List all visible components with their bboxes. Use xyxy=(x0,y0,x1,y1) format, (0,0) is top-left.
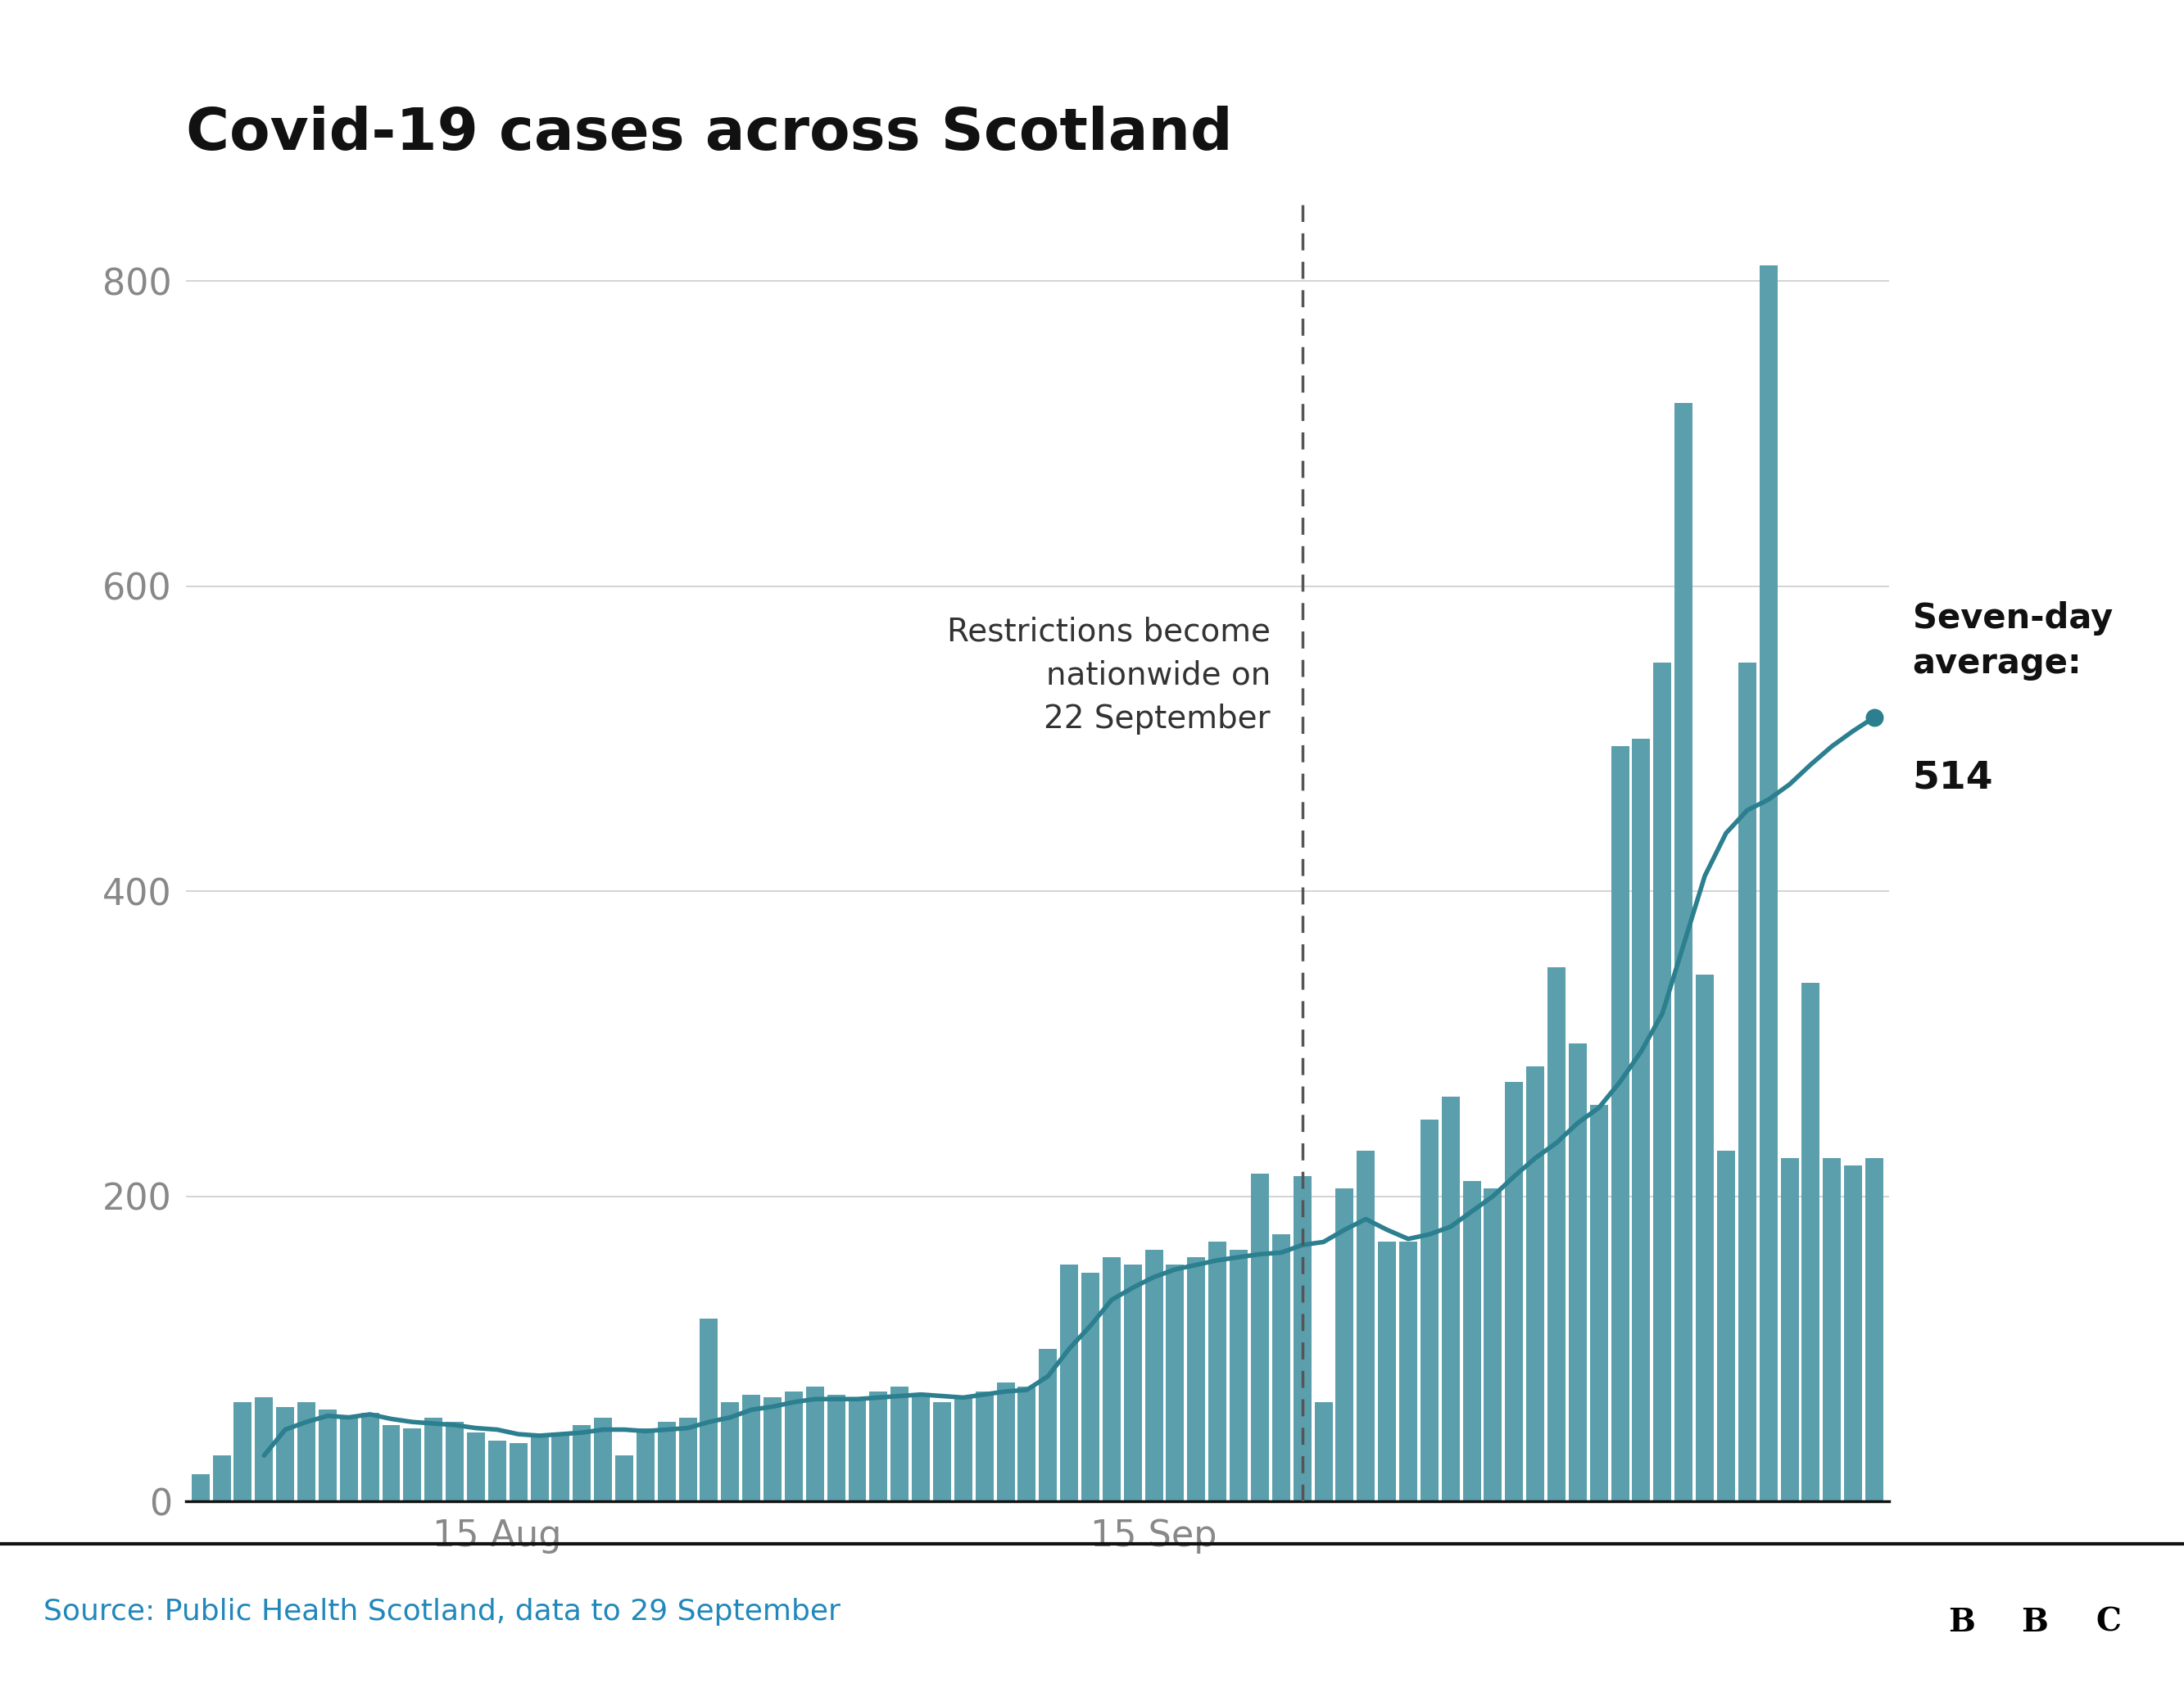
Bar xyxy=(1315,1402,1332,1501)
Bar xyxy=(743,1394,760,1501)
Bar xyxy=(913,1394,930,1501)
Bar xyxy=(360,1413,380,1501)
Text: Restrictions become
nationwide on
22 September: Restrictions become nationwide on 22 Sep… xyxy=(948,616,1271,735)
Bar xyxy=(1356,1150,1374,1501)
Bar xyxy=(1631,739,1651,1501)
Bar xyxy=(1568,1044,1588,1501)
Bar xyxy=(806,1387,823,1501)
Text: B: B xyxy=(1948,1607,1974,1638)
Bar xyxy=(1824,1158,1841,1501)
Bar xyxy=(572,1425,592,1501)
Bar xyxy=(1527,1066,1544,1501)
Bar xyxy=(1653,662,1671,1501)
Bar xyxy=(1271,1235,1291,1501)
Bar xyxy=(212,1455,232,1501)
Bar xyxy=(847,1397,867,1501)
Bar xyxy=(487,1440,507,1501)
Text: C: C xyxy=(2094,1607,2121,1638)
Bar xyxy=(954,1397,972,1501)
Bar xyxy=(1717,1150,1734,1501)
Text: Seven-day
average:: Seven-day average: xyxy=(1913,601,2112,681)
Bar xyxy=(1548,967,1566,1501)
Bar xyxy=(234,1402,251,1501)
Bar xyxy=(275,1407,295,1501)
Bar xyxy=(1802,983,1819,1501)
Bar xyxy=(594,1418,612,1501)
Bar xyxy=(1738,662,1756,1501)
Bar xyxy=(1675,403,1693,1501)
Bar xyxy=(996,1382,1016,1501)
Bar xyxy=(1590,1105,1607,1501)
Bar xyxy=(1760,266,1778,1501)
Bar xyxy=(933,1402,950,1501)
Bar xyxy=(1420,1119,1439,1501)
Bar xyxy=(764,1397,782,1501)
Bar xyxy=(1040,1349,1057,1501)
Bar xyxy=(636,1428,655,1501)
Bar xyxy=(1865,1158,1883,1501)
Bar xyxy=(1059,1264,1079,1501)
Bar xyxy=(467,1433,485,1501)
Bar xyxy=(1188,1257,1206,1501)
Bar xyxy=(1505,1082,1522,1501)
Bar xyxy=(1230,1249,1247,1501)
Bar xyxy=(1018,1387,1035,1501)
Text: Source: Public Health Scotland, data to 29 September: Source: Public Health Scotland, data to … xyxy=(44,1599,841,1626)
Bar xyxy=(1337,1189,1354,1501)
Bar xyxy=(297,1402,314,1501)
Bar xyxy=(1125,1264,1142,1501)
Bar xyxy=(1081,1273,1099,1501)
Bar xyxy=(1928,1570,1994,1675)
Bar xyxy=(319,1409,336,1501)
Bar xyxy=(192,1474,210,1501)
Bar xyxy=(1400,1242,1417,1501)
Bar xyxy=(1103,1257,1120,1501)
Bar xyxy=(2077,1570,2140,1675)
Bar xyxy=(1293,1177,1310,1501)
Bar xyxy=(1208,1242,1227,1501)
Text: 514: 514 xyxy=(1913,759,1994,797)
Point xyxy=(1856,703,1891,730)
Bar xyxy=(531,1436,548,1501)
Bar xyxy=(341,1418,358,1501)
Bar xyxy=(679,1418,697,1501)
Bar xyxy=(1144,1249,1162,1501)
Bar xyxy=(1251,1174,1269,1501)
Bar xyxy=(1483,1189,1503,1501)
Bar xyxy=(828,1394,845,1501)
Bar xyxy=(657,1423,675,1501)
Bar xyxy=(509,1443,526,1501)
Bar xyxy=(1780,1158,1800,1501)
Bar xyxy=(891,1387,909,1501)
Bar xyxy=(1378,1242,1396,1501)
Bar xyxy=(404,1428,422,1501)
Bar xyxy=(616,1455,633,1501)
Bar xyxy=(2003,1570,2066,1675)
Bar xyxy=(256,1397,273,1501)
Bar xyxy=(553,1433,570,1501)
Bar xyxy=(976,1392,994,1501)
Bar xyxy=(424,1418,443,1501)
Bar xyxy=(721,1402,738,1501)
Bar xyxy=(1441,1097,1459,1501)
Bar xyxy=(1612,746,1629,1501)
Text: Covid-19 cases across Scotland: Covid-19 cases across Scotland xyxy=(186,106,1232,162)
Bar xyxy=(869,1392,887,1501)
Bar xyxy=(1166,1264,1184,1501)
Bar xyxy=(701,1319,719,1501)
Bar xyxy=(1695,976,1714,1501)
Bar xyxy=(1843,1165,1863,1501)
Bar xyxy=(1463,1181,1481,1501)
Bar xyxy=(784,1392,804,1501)
Bar xyxy=(382,1425,400,1501)
Bar xyxy=(446,1423,463,1501)
Text: B: B xyxy=(2022,1607,2049,1638)
